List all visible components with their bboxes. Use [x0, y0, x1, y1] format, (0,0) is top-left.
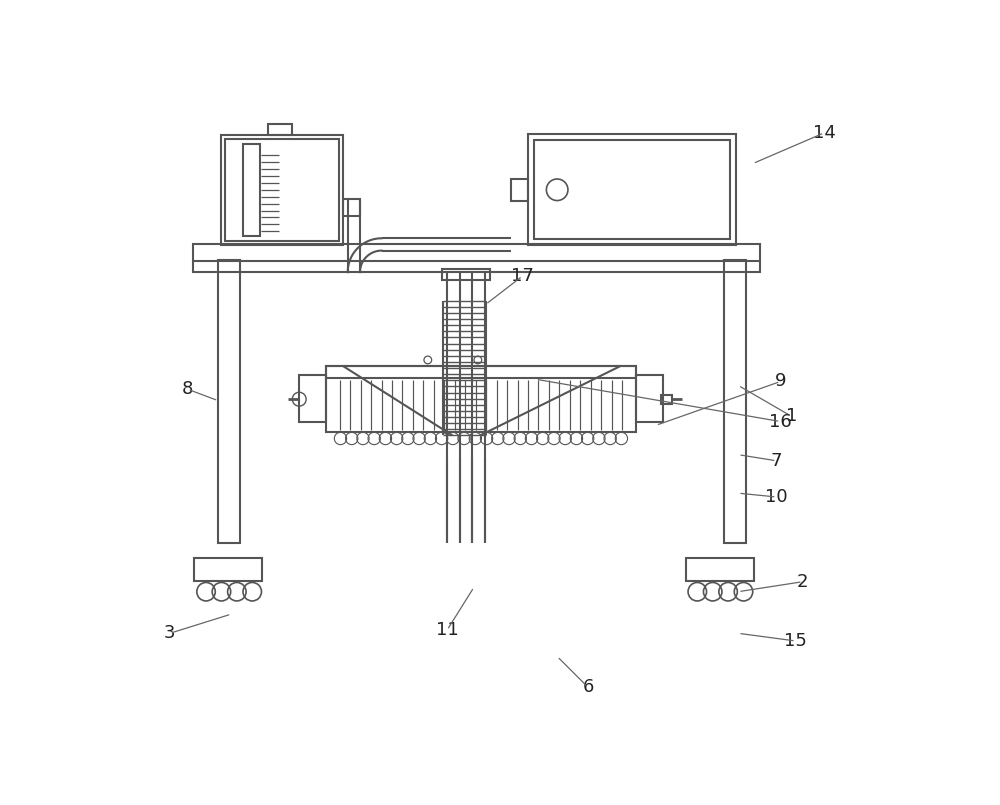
Text: 14: 14	[813, 124, 836, 142]
Text: 16: 16	[769, 412, 792, 431]
Bar	[225, 139, 339, 242]
Bar	[268, 124, 292, 135]
Bar	[636, 375, 663, 423]
Bar	[528, 134, 736, 246]
Text: 6: 6	[582, 678, 594, 696]
Text: 8: 8	[182, 380, 193, 398]
Bar	[343, 199, 360, 216]
Bar	[511, 179, 528, 200]
Bar	[194, 558, 262, 581]
Bar	[534, 140, 730, 239]
Text: 11: 11	[436, 621, 458, 639]
Bar	[243, 144, 260, 236]
Text: 3: 3	[164, 625, 176, 642]
Text: 9: 9	[775, 373, 786, 390]
Bar	[299, 375, 326, 423]
Text: 1: 1	[786, 407, 797, 425]
Bar	[326, 366, 636, 378]
Text: 2: 2	[797, 572, 809, 591]
Text: 7: 7	[771, 452, 782, 470]
Bar	[218, 260, 240, 543]
Bar	[661, 394, 672, 404]
Bar	[326, 366, 636, 431]
Bar	[724, 260, 746, 543]
Bar	[193, 245, 760, 272]
Bar	[686, 558, 754, 581]
Text: 15: 15	[784, 632, 807, 650]
Text: 10: 10	[765, 488, 788, 506]
Bar	[442, 269, 490, 280]
Bar	[221, 135, 343, 246]
Text: 17: 17	[511, 267, 534, 285]
